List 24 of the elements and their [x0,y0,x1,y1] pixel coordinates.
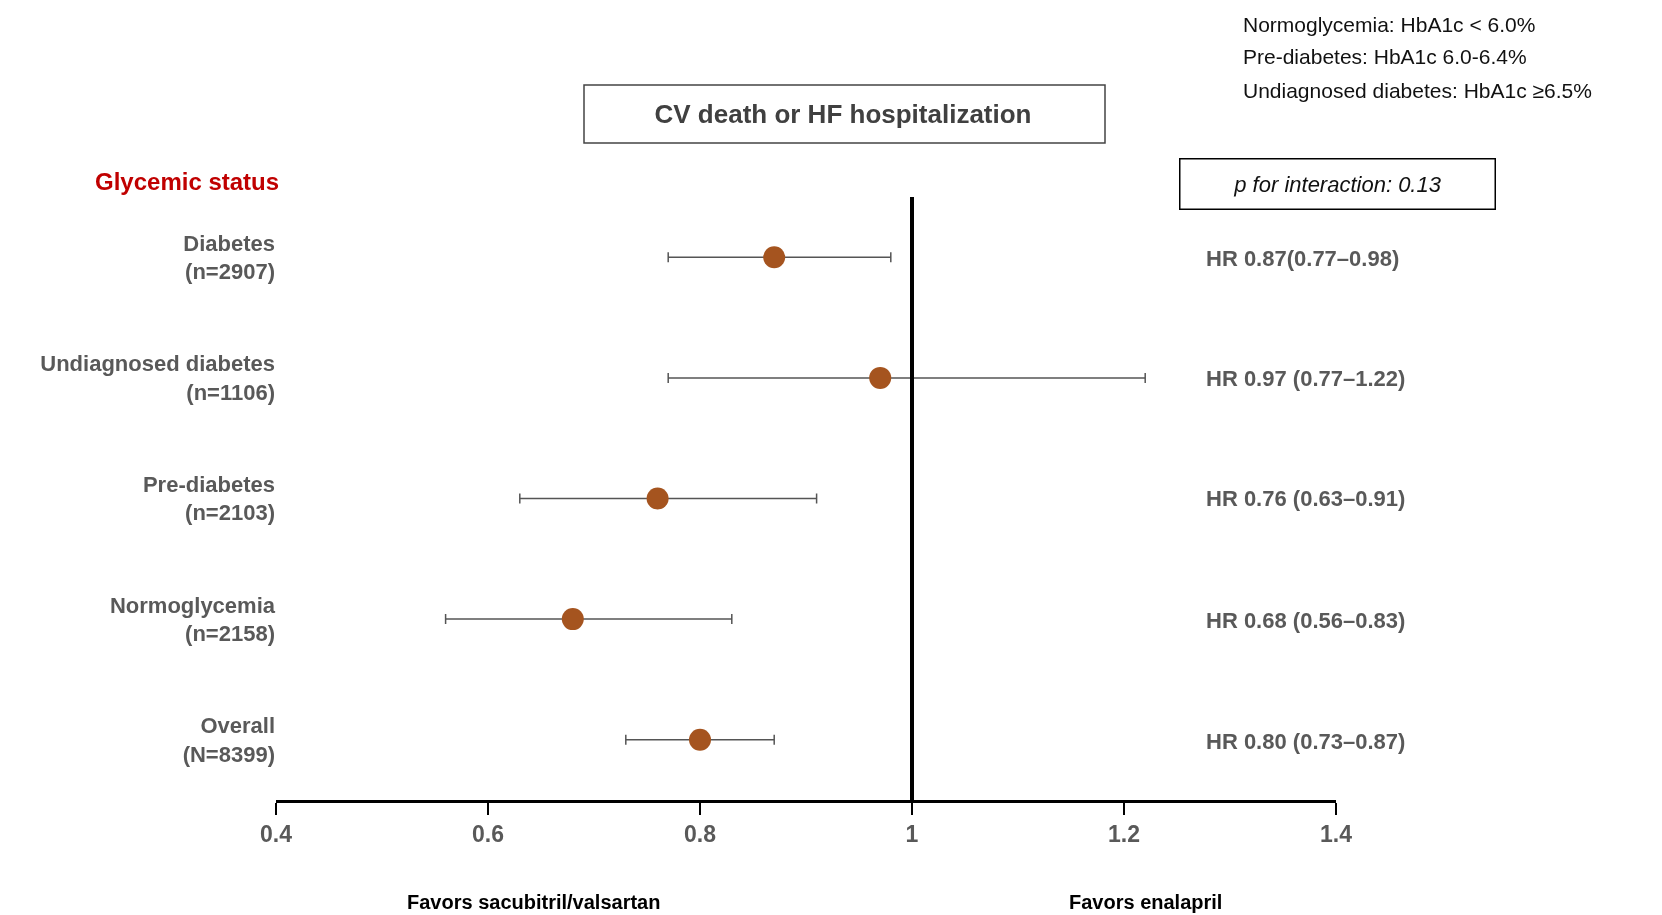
y-tick-label: Undiagnosed diabetes (n=1106) [40,351,275,405]
text: p for interaction: 0.13 [1233,171,1442,197]
y-tick-label: Pre-diabetes (n=2103) [142,471,275,526]
text: Favors enalapril [1069,891,1223,913]
x-tick-label: 1 [905,821,919,848]
y-tick-label: Overall (N=8399) [182,713,275,767]
x-tick-label: 1.2 [1108,821,1140,848]
annotation: HR 0.87(0.77–0.98) [1206,246,1400,271]
x-tick-label: 0.8 [684,821,717,848]
annotation: HR 0.68 (0.56–0.83) [1206,608,1406,633]
y-axis-title: Glycemic status [95,168,280,195]
x-tick-label: 0.6 [472,821,504,848]
annotation: HR 0.80 (0.73–0.87) [1206,729,1406,754]
x-tick-label: 1.4 [1320,821,1353,848]
x-tick-label: 0.4 [260,821,293,848]
annotation: HR 0.97 (0.77–1.22) [1206,366,1406,391]
y-tick-label: Normoglycemia (n=2158) [109,592,276,647]
y-tick-label: Diabetes (n=2907) [183,230,275,285]
chart-title: CV death or HF hospitalization [654,99,1032,130]
annotation: HR 0.76 (0.63–0.91) [1206,486,1406,511]
text: Normoglycemia: HbA1c < 6.0% [1243,13,1536,36]
text: Undiagnosed diabetes: HbA1c ≥6.5% [1243,79,1592,102]
text: Favors sacubitril/valsartan [407,891,661,913]
text: Pre-diabetes: HbA1c 6.0-6.4% [1243,45,1527,68]
